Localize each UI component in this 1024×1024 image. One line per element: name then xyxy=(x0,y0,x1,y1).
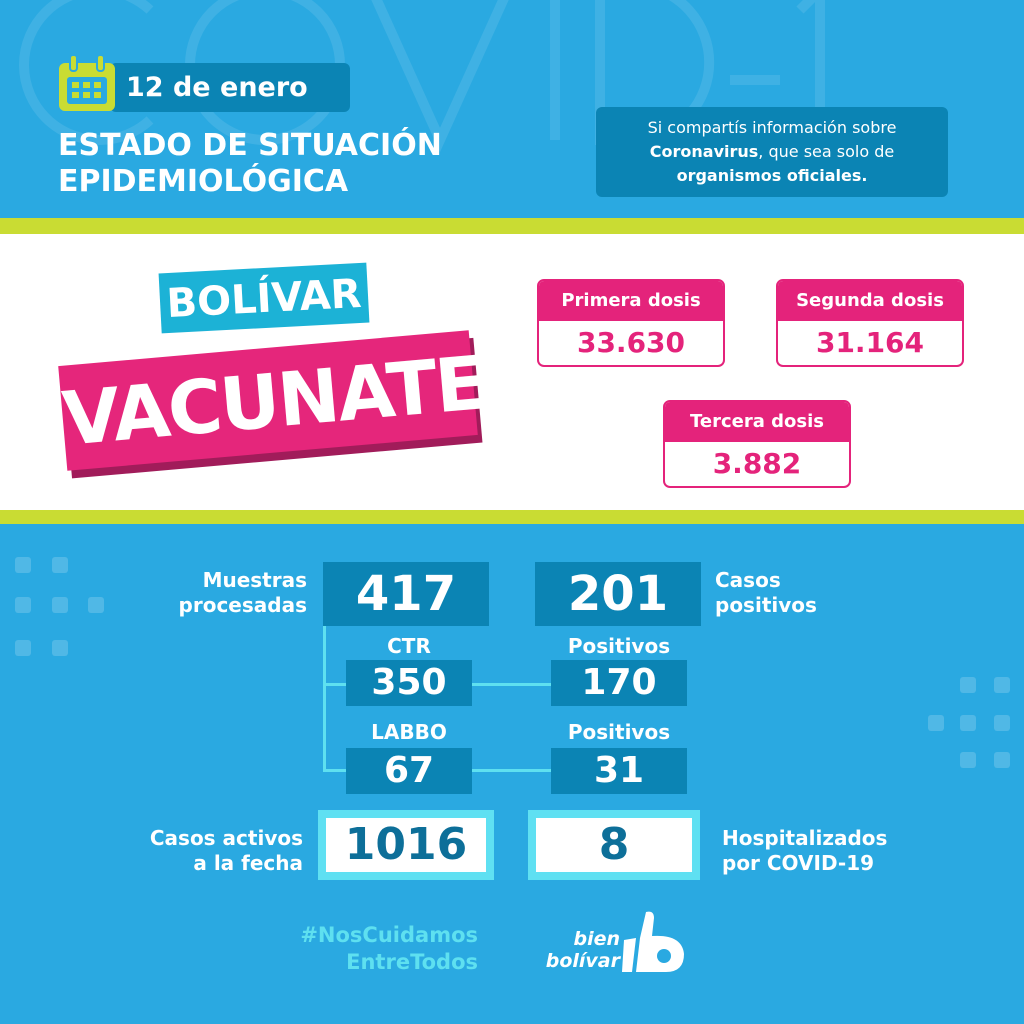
positives-label: Casos positivos xyxy=(715,568,817,617)
thumbs-up-logo-icon xyxy=(622,911,684,972)
hashtag: #NosCuidamos EntreTodos xyxy=(300,923,478,974)
labbo-positives-value: 31 xyxy=(551,748,687,794)
ctr-label: CTR xyxy=(387,634,431,658)
connector-line xyxy=(323,683,347,686)
info-notice: Si compartís información sobre Coronavir… xyxy=(596,107,948,197)
labbo-positives-label: Positivos xyxy=(567,720,671,744)
date-label: 12 de enero xyxy=(110,63,350,112)
labbo-value: 67 xyxy=(346,748,472,794)
divider xyxy=(0,510,1024,526)
connector-line xyxy=(323,626,326,772)
bien-bolivar-logo-text: bien bolívar xyxy=(545,928,620,972)
hospitalized-value: 8 xyxy=(528,810,700,880)
active-cases-value: 1016 xyxy=(318,810,494,880)
dose-card-third: Tercera dosis 3.882 xyxy=(663,400,851,488)
page-title: ESTADO DE SITUACIÓN EPIDEMIOLÓGICA xyxy=(58,128,442,199)
dose-card-first: Primera dosis 33.630 xyxy=(537,279,725,367)
calendar-icon xyxy=(59,55,115,111)
divider xyxy=(0,218,1024,234)
ctr-positives-value: 170 xyxy=(551,660,687,706)
stats-section xyxy=(0,524,1024,1024)
labbo-label: LABBO xyxy=(371,720,447,744)
campaign-city: BOLÍVAR xyxy=(158,262,370,334)
positives-value: 201 xyxy=(535,562,701,626)
hospitalized-label: Hospitalizados por COVID-19 xyxy=(722,826,888,875)
active-cases-label: Casos activos a la fecha xyxy=(149,826,303,875)
ctr-positives-label: Positivos xyxy=(567,634,671,658)
connector-line xyxy=(323,769,347,772)
samples-value: 417 xyxy=(323,562,489,626)
connector-line xyxy=(472,769,552,772)
ctr-value: 350 xyxy=(346,660,472,706)
samples-label: Muestras procesadas xyxy=(178,568,307,617)
connector-line xyxy=(472,683,552,686)
dose-card-second: Segunda dosis 31.164 xyxy=(776,279,964,367)
